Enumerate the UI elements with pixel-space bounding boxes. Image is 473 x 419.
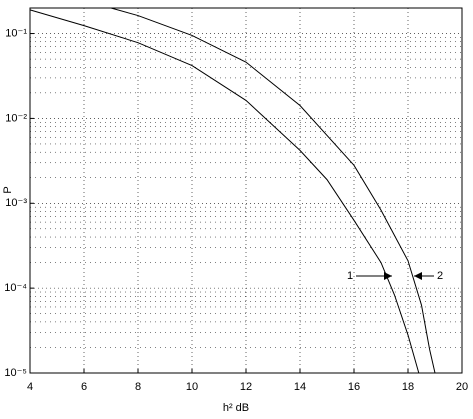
annotation-text: 2: [437, 270, 443, 282]
plot-frame: [29, 7, 463, 374]
y-axis-label: P: [2, 186, 14, 193]
x-tick-label: 8: [135, 381, 141, 393]
curve: [29, 9, 420, 374]
y-tick-label: 10⁻²: [5, 112, 27, 124]
x-tick-label: 18: [402, 381, 414, 393]
x-tick-label: 6: [81, 381, 87, 393]
y-tick-label: 10⁻⁵: [4, 367, 27, 379]
curve: [110, 7, 436, 374]
annotation-2: 2: [414, 270, 443, 282]
y-tick-label: 10⁻⁴: [4, 282, 27, 294]
arrow-head: [414, 272, 422, 280]
annotation-text: 1: [347, 270, 353, 282]
x-tick-label: 16: [348, 381, 360, 393]
y-tick-label: 10⁻¹: [5, 27, 27, 39]
x-axis-label: h² dB: [223, 402, 249, 414]
x-tick-label: 10: [186, 381, 198, 393]
x-tick-label: 4: [27, 381, 33, 393]
x-tick-label: 20: [456, 381, 468, 393]
y-tick-label: 10⁻³: [5, 197, 27, 209]
x-tick-label: 12: [240, 381, 252, 393]
x-tick-label: 14: [294, 381, 306, 393]
